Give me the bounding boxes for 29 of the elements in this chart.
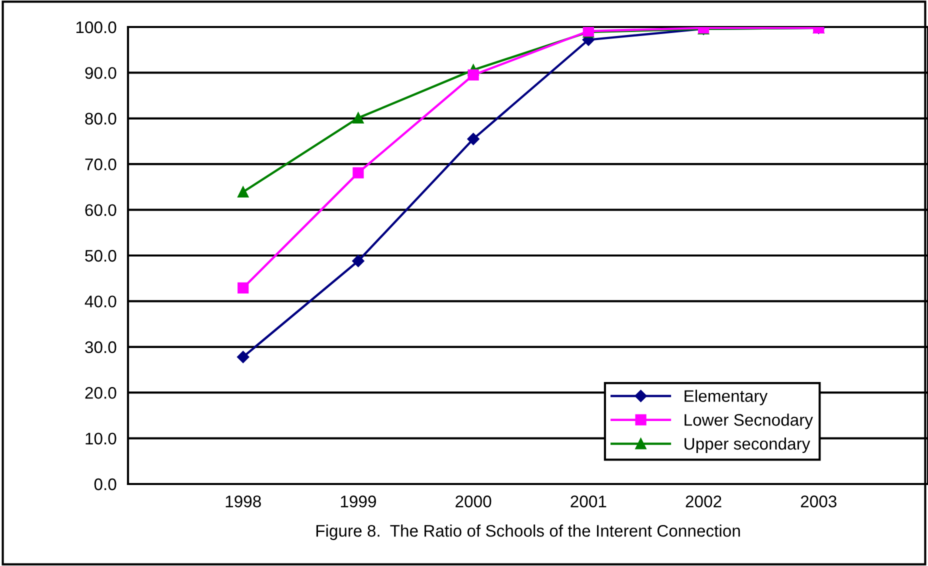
- legend-label: Upper secondary: [684, 437, 810, 454]
- point: [352, 167, 364, 178]
- point: [352, 112, 364, 124]
- x-tick-label: 1998: [226, 496, 261, 508]
- y-tick-label: 70.0: [85, 158, 116, 170]
- y-tick-label: 30.0: [85, 341, 116, 354]
- y-tick-label: 90.0: [85, 67, 116, 79]
- legend-label: Elementary: [684, 390, 768, 406]
- x-tick-label: 1999: [340, 496, 376, 508]
- x-tick-label: 2001: [570, 496, 606, 508]
- y-tick-label: 0.0: [94, 478, 116, 490]
- y-tick-label: 10.0: [86, 432, 116, 445]
- point: [238, 282, 249, 294]
- y-tick-label: 20.0: [85, 387, 116, 399]
- x-tick-label: 2000: [456, 496, 492, 508]
- x-tick-label: 2002: [686, 496, 722, 508]
- y-tick-label: 40.0: [84, 296, 116, 308]
- point: [467, 132, 480, 146]
- point: [352, 254, 364, 268]
- point: [237, 350, 250, 364]
- legend-label: Lower Secnodary: [684, 414, 813, 430]
- x-axis-title: Figure 8. The Ratio of Schools of the Interent Connection: [316, 524, 740, 540]
- y-tick-label: 100.0: [76, 21, 116, 34]
- y-tick-label: 60.0: [85, 204, 116, 216]
- x-tick-label: 2003: [800, 496, 836, 508]
- y-tick-label: 50.0: [85, 250, 116, 262]
- y-tick-label: 80.0: [85, 112, 116, 125]
- point: [238, 186, 249, 198]
- point: [468, 69, 479, 81]
